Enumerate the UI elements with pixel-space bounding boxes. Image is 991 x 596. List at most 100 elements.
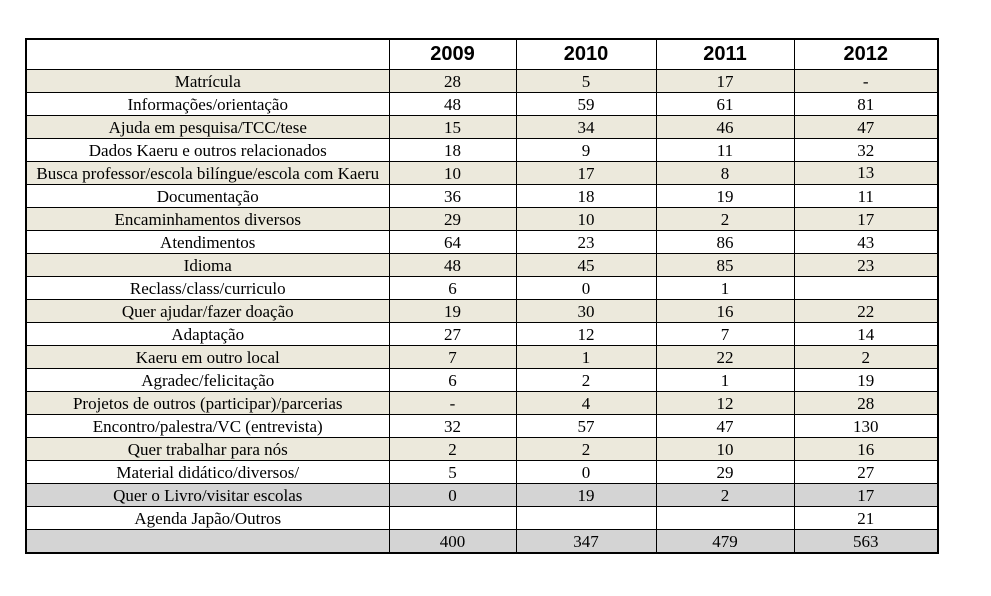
cell-value: 59 <box>515 92 657 116</box>
cell-value: 10 <box>388 161 517 185</box>
cell-value: 1 <box>515 345 657 369</box>
table-row: Matrícula 28 5 17- <box>25 69 939 93</box>
cell-value: 2 <box>515 437 657 461</box>
cell-value: 23 <box>515 230 657 254</box>
cell-value: 13 <box>793 161 939 185</box>
cell-value <box>515 506 657 530</box>
cell-value: 7 <box>388 345 517 369</box>
cell-value: 2 <box>793 345 939 369</box>
cell-value: 2 <box>388 437 517 461</box>
cell-value: 130 <box>793 414 939 438</box>
cell-value: 0 <box>388 483 517 507</box>
row-label: Quer o Livro/visitar escolas <box>25 483 390 507</box>
cell-value: 4 <box>515 391 657 415</box>
cell-value: 27 <box>388 322 517 346</box>
cell-value: 400 <box>388 529 517 554</box>
table-row: Material didático/diversos/5 0 29 27 <box>25 460 939 484</box>
header-year-2012: 2012 <box>793 38 939 70</box>
table-row: Quer o Livro/visitar escolas 0 19 2 17 <box>25 483 939 507</box>
cell-value: 1 <box>655 368 795 392</box>
cell-value: 48 <box>388 92 517 116</box>
table-row: Documentação 36 18 19 11 <box>25 184 939 208</box>
row-label: Projetos de outros (participar)/parceria… <box>25 391 390 415</box>
table-row: Reclass/class/curriculo 6 0 1 <box>25 276 939 300</box>
cell-value: 64 <box>388 230 517 254</box>
cell-value: 28 <box>793 391 939 415</box>
cell-value: 86 <box>655 230 795 254</box>
cell-value: 21 <box>793 506 939 530</box>
table-row: Idioma 48 45 85 23 <box>25 253 939 277</box>
cell-value: 8 <box>655 161 795 185</box>
cell-value: 81 <box>793 92 939 116</box>
row-label: Idioma <box>25 253 390 277</box>
cell-value: 34 <box>515 115 657 139</box>
cell-value: - <box>388 391 517 415</box>
table-container: 2009 2010 2011 2012 Matrícula 28 5 17- Infor… <box>25 38 939 554</box>
cell-value: 19 <box>388 299 517 323</box>
table-row: Agenda Japão/Outros 21 <box>25 506 939 530</box>
cell-value: 1 <box>655 276 795 300</box>
cell-value: 16 <box>793 437 939 461</box>
cell-value <box>793 276 939 300</box>
table-row: Agradec/felicitação 6 2 1 19 <box>25 368 939 392</box>
row-label: Busca professor/escola bilíngue/escola c… <box>25 161 390 185</box>
table-row: Adaptação 27 12 7 14 <box>25 322 939 346</box>
table-row: Encontro/palestra/VC (entrevista) 32 57 47 1… <box>25 414 939 438</box>
cell-value: 19 <box>515 483 657 507</box>
cell-value: 11 <box>655 138 795 162</box>
row-label: Kaeru em outro local <box>25 345 390 369</box>
cell-value: 32 <box>793 138 939 162</box>
row-label: Ajuda em pesquisa/TCC/tese <box>25 115 390 139</box>
cell-value: 46 <box>655 115 795 139</box>
cell-value: 29 <box>388 207 517 231</box>
header-year-2011: 2011 <box>655 38 795 70</box>
cell-value: 0 <box>515 460 657 484</box>
cell-value <box>388 506 517 530</box>
row-label: Reclass/class/curriculo <box>25 276 390 300</box>
cell-value: 47 <box>655 414 795 438</box>
cell-value: 22 <box>793 299 939 323</box>
cell-value: 27 <box>793 460 939 484</box>
cell-value: 85 <box>655 253 795 277</box>
row-label: Encontro/palestra/VC (entrevista) <box>25 414 390 438</box>
cell-value: 12 <box>515 322 657 346</box>
row-label: Quer ajudar/fazer doação <box>25 299 390 323</box>
cell-value: 5 <box>388 460 517 484</box>
row-label: Quer trabalhar para nós <box>25 437 390 461</box>
cell-value: 17 <box>515 161 657 185</box>
row-label: Documentação <box>25 184 390 208</box>
cell-value: 18 <box>515 184 657 208</box>
cell-value: 23 <box>793 253 939 277</box>
cell-value: 30 <box>515 299 657 323</box>
cell-value: 19 <box>655 184 795 208</box>
cell-value: 17 <box>655 69 795 93</box>
row-label: Adaptação <box>25 322 390 346</box>
cell-value: 15 <box>388 115 517 139</box>
row-label: Material didático/diversos/ <box>25 460 390 484</box>
cell-value: 43 <box>793 230 939 254</box>
total-row: 400 347 479 563 <box>25 529 939 554</box>
cell-value: 16 <box>655 299 795 323</box>
cell-value: 29 <box>655 460 795 484</box>
cell-value: 5 <box>515 69 657 93</box>
cell-value: 9 <box>515 138 657 162</box>
cell-value: 28 <box>388 69 517 93</box>
row-label: Agenda Japão/Outros <box>25 506 390 530</box>
table-row: Encaminhamentos diversos 29 10 2 17 <box>25 207 939 231</box>
cell-value: 48 <box>388 253 517 277</box>
row-label: Informações/orientação <box>25 92 390 116</box>
table-row: Busca professor/escola bilíngue/escola c… <box>25 161 939 185</box>
header-row: 2009 2010 2011 2012 <box>25 38 939 70</box>
cell-value: 2 <box>655 483 795 507</box>
cell-value: 479 <box>655 529 795 554</box>
yearly-contacts-table: 2009 2010 2011 2012 Matrícula 28 5 17- Infor… <box>25 38 939 554</box>
cell-value: 57 <box>515 414 657 438</box>
table-row: Ajuda em pesquisa/TCC/tese 15 34 46 47 <box>25 115 939 139</box>
cell-value: 18 <box>388 138 517 162</box>
table-row: Projetos de outros (participar)/parceria… <box>25 391 939 415</box>
cell-value: 0 <box>515 276 657 300</box>
table-row: Dados Kaeru e outros relacionados 18 9 11 32 <box>25 138 939 162</box>
table-row: Kaeru em outro local 7 1 22 2 <box>25 345 939 369</box>
row-label <box>25 529 390 554</box>
cell-value: 14 <box>793 322 939 346</box>
